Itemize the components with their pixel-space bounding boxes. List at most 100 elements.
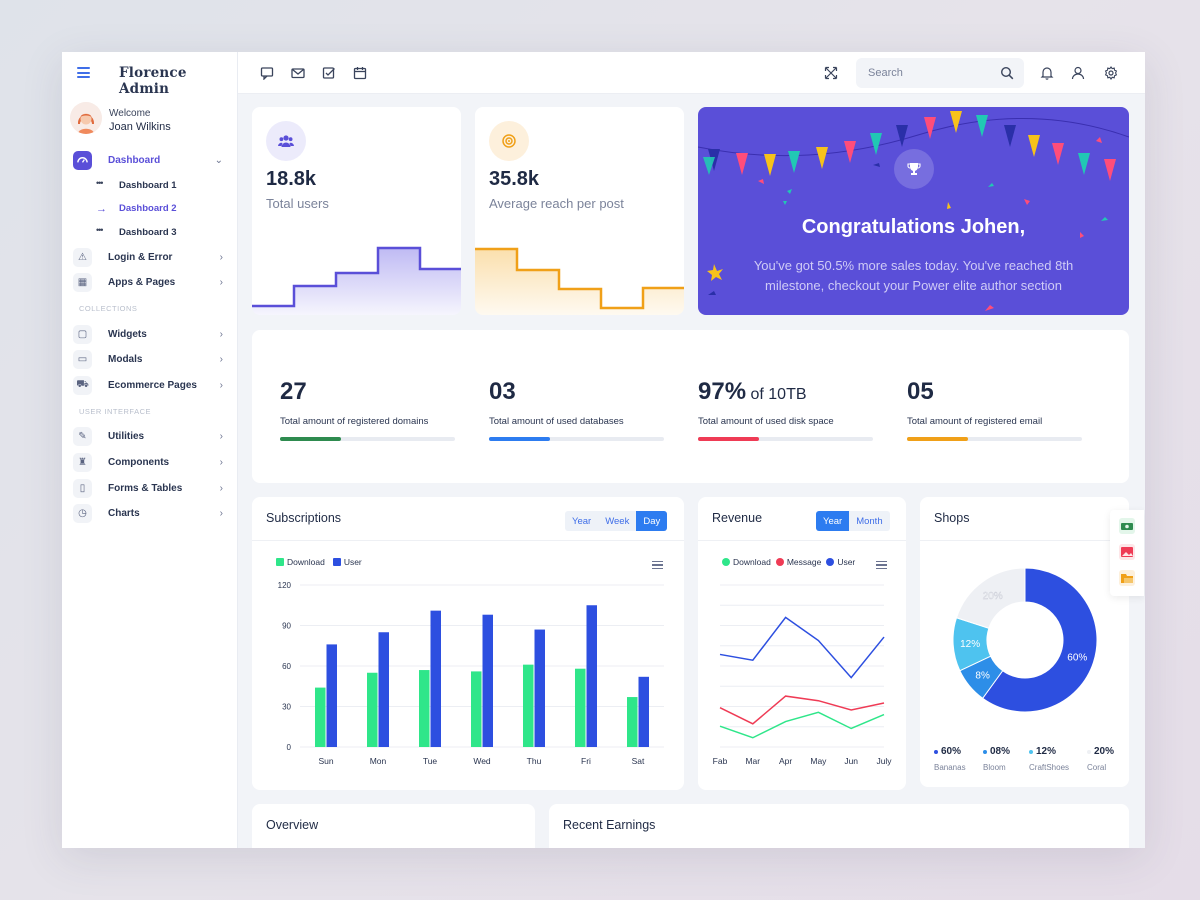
x-tick-label: Sat bbox=[632, 756, 645, 766]
sidebar-item-label: Dashboard bbox=[108, 155, 161, 167]
subscriptions-title: Subscriptions bbox=[266, 511, 342, 525]
shop-legend-bananas: 60% Bananas bbox=[934, 746, 966, 772]
subscriptions-panel: Subscriptions Year Week Day Download Use… bbox=[252, 497, 684, 790]
sidebar-item-components[interactable]: ♜ Components › bbox=[62, 450, 238, 476]
chevron-right-icon: › bbox=[219, 354, 223, 366]
slice-label: 12% bbox=[960, 639, 980, 650]
sidebar-item-label: Ecommerce Pages bbox=[108, 379, 197, 391]
x-tick-label: Tue bbox=[423, 756, 438, 766]
legend-item[interactable]: Message bbox=[775, 557, 821, 567]
chevron-down-icon: ⌄ bbox=[214, 155, 223, 167]
legend-item[interactable]: Download bbox=[276, 557, 325, 567]
slice-coral bbox=[955, 567, 1026, 629]
sidebar-item-dashboard[interactable]: Dashboard ⌄ bbox=[62, 148, 238, 174]
legend-item[interactable]: User bbox=[332, 557, 362, 567]
mail-icon[interactable] bbox=[291, 66, 305, 80]
chat-icon[interactable] bbox=[260, 66, 274, 80]
x-tick-label: July bbox=[876, 756, 892, 766]
welcome-text: Welcome bbox=[109, 108, 151, 119]
checkbox-icon[interactable] bbox=[322, 66, 336, 80]
y-tick-label: 0 bbox=[287, 743, 292, 752]
sidebar-item-login-error[interactable]: ⚠ Login & Error › bbox=[62, 244, 238, 270]
shops-title: Shops bbox=[934, 511, 970, 525]
bar-user bbox=[638, 676, 649, 747]
search-input[interactable] bbox=[868, 65, 988, 81]
sidebar-item-utilities[interactable]: ✎ Utilities › bbox=[62, 424, 238, 450]
revenue-title: Revenue bbox=[712, 511, 763, 525]
kpi-disk-space: 97% of 10TB Total amount of used disk sp… bbox=[698, 330, 873, 483]
sidebar-item-modals[interactable]: ▭ Modals › bbox=[62, 347, 238, 373]
user-icon[interactable] bbox=[1071, 66, 1085, 80]
divider bbox=[252, 540, 684, 541]
total-users-value: 18.8k bbox=[266, 168, 317, 190]
legend-item[interactable]: Download bbox=[722, 557, 771, 567]
user-profile[interactable]: Welcome Joan Wilkins bbox=[70, 102, 230, 138]
shops-donut-chart: 60% 8% 12% 20% bbox=[952, 567, 1098, 713]
sidebar-subitem-dashboard-3[interactable]: ••• Dashboard 3 bbox=[62, 221, 238, 245]
kpi-progress-track bbox=[489, 437, 664, 441]
folder-icon[interactable] bbox=[1119, 570, 1135, 586]
kpi-email: 05 Total amount of registered email bbox=[907, 330, 1082, 483]
tab-year[interactable]: Year bbox=[572, 515, 592, 527]
line-user bbox=[719, 616, 885, 679]
sidebar-item-forms-tables[interactable]: ▯ Forms & Tables › bbox=[62, 475, 238, 501]
chart-menu-icon[interactable] bbox=[652, 561, 663, 569]
kpi-value: 97% of 10TB bbox=[698, 378, 807, 405]
sidebar-item-label: Modals bbox=[108, 354, 143, 366]
tab-year[interactable]: Year bbox=[816, 511, 850, 531]
kpi-label: Total amount of used disk space bbox=[698, 416, 834, 427]
sidebar-item-label: Utilities bbox=[108, 431, 145, 443]
sidebar-subitem-dashboard-1[interactable]: ••• Dashboard 1 bbox=[62, 174, 238, 198]
subitem-label: Dashboard 1 bbox=[119, 179, 177, 191]
chart-menu-icon[interactable] bbox=[876, 561, 887, 569]
search-icon[interactable] bbox=[1000, 66, 1014, 80]
sidebar-item-label: Apps & Pages bbox=[108, 277, 176, 289]
revenue-panel: Revenue Year Month Download Message User… bbox=[698, 497, 906, 790]
legend-item[interactable]: User bbox=[826, 557, 855, 567]
chevron-right-icon: › bbox=[219, 508, 223, 520]
sidebar-item-widgets[interactable]: ▢ Widgets › bbox=[62, 321, 238, 347]
y-tick-label: 60 bbox=[282, 662, 291, 671]
sidebar-item-charts[interactable]: ◷ Charts › bbox=[62, 501, 238, 527]
chevron-right-icon: › bbox=[219, 482, 223, 494]
money-icon[interactable] bbox=[1119, 518, 1135, 534]
bell-icon[interactable] bbox=[1040, 66, 1054, 80]
grid-icon: ▦ bbox=[73, 273, 92, 293]
tab-day[interactable]: Day bbox=[636, 511, 668, 531]
sidebar-item-label: Widgets bbox=[108, 328, 147, 340]
subscriptions-period-toggle: Year Week Day bbox=[565, 511, 668, 531]
sidebar-subitem-dashboard-2[interactable]: → Dashboard 2 bbox=[62, 197, 238, 221]
slice-bananas bbox=[981, 567, 1098, 713]
tab-month[interactable]: Month bbox=[856, 515, 883, 527]
topbar bbox=[238, 52, 1145, 94]
shop-legend-coral: 20% Coral bbox=[1087, 746, 1115, 772]
total-users-label: Total users bbox=[266, 196, 329, 211]
bar-user bbox=[326, 644, 337, 747]
calendar-icon[interactable] bbox=[353, 66, 367, 80]
recent-earnings-panel: Recent Earnings bbox=[549, 804, 1129, 848]
x-tick-label: Fri bbox=[581, 756, 591, 766]
chevron-right-icon: › bbox=[219, 379, 223, 391]
widget-icon: ▢ bbox=[73, 324, 92, 344]
kpi-value: 03 bbox=[489, 378, 516, 405]
cart-icon: ⛟ bbox=[73, 375, 92, 395]
shops-panel: Shops 60% 8% 12% 20% bbox=[920, 497, 1129, 787]
gear-icon[interactable] bbox=[1104, 66, 1118, 80]
fullscreen-icon[interactable] bbox=[824, 66, 838, 80]
sidebar-item-ecommerce[interactable]: ⛟ Ecommerce Pages › bbox=[62, 373, 238, 399]
sidebar-item-apps-pages[interactable]: ▦ Apps & Pages › bbox=[62, 270, 238, 296]
trophy-icon: ♜ bbox=[73, 453, 92, 473]
x-tick-label: Thu bbox=[527, 756, 542, 766]
avatar-icon bbox=[70, 102, 102, 134]
y-tick-label: 90 bbox=[282, 622, 291, 631]
kpi-label: Total amount of used databases bbox=[489, 416, 624, 427]
image-icon[interactable] bbox=[1119, 544, 1135, 560]
bar-download bbox=[523, 664, 534, 747]
slice-label: 8% bbox=[975, 671, 990, 682]
clock-icon: ◷ bbox=[73, 504, 92, 524]
divider bbox=[698, 540, 906, 541]
tab-week[interactable]: Week bbox=[605, 515, 630, 527]
hamburger-menu-icon[interactable] bbox=[77, 67, 90, 78]
dashboard-icon bbox=[73, 151, 92, 171]
shop-legend-craftshoes: 12% CraftShoes bbox=[1029, 746, 1070, 772]
